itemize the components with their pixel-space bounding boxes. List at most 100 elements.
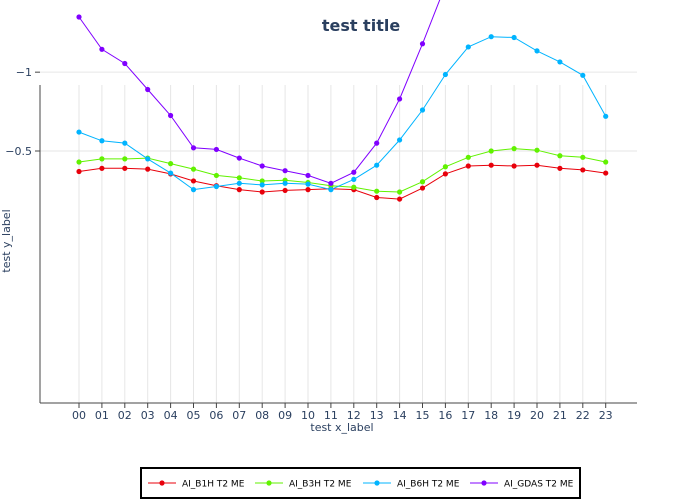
legend-swatch-marker: [266, 480, 272, 486]
legend-swatch-marker: [374, 480, 380, 486]
x-tick-label: 16: [438, 409, 452, 422]
data-point: [259, 163, 265, 169]
x-tick-label: 14: [393, 409, 407, 422]
y-axis-label: test y_label: [0, 209, 13, 272]
x-tick-label: 18: [484, 409, 498, 422]
data-point: [419, 179, 426, 185]
data-point: [488, 148, 494, 154]
data-point: [419, 107, 426, 113]
data-point: [374, 162, 380, 168]
legend-label: AI_B3H T2 ME: [289, 480, 352, 490]
data-point: [99, 46, 105, 52]
data-point: [259, 178, 265, 184]
data-point: [305, 187, 311, 193]
x-tick-label: 00: [72, 409, 86, 422]
data-point: [557, 165, 563, 171]
data-point: [397, 96, 403, 102]
data-point: [442, 171, 448, 177]
legend-swatch-marker: [481, 480, 487, 486]
data-point: [534, 147, 540, 153]
series-2: [76, 34, 609, 193]
data-point: [511, 163, 517, 169]
series-line: [78, 164, 606, 200]
data-point: [190, 187, 197, 193]
data-point: [145, 86, 151, 93]
x-tick-label: 06: [209, 409, 223, 422]
x-tick-label: 12: [347, 409, 361, 422]
data-point: [168, 170, 174, 176]
series-0: [76, 162, 609, 202]
data-point: [236, 175, 242, 181]
series-line: [78, 148, 606, 193]
data-point: [305, 181, 311, 187]
x-tick-label: 19: [507, 409, 521, 422]
y-tick-label: −1: [16, 66, 32, 79]
data-point: [419, 185, 426, 191]
data-point: [465, 163, 471, 169]
data-point: [76, 159, 82, 165]
x-tick-label: 22: [576, 409, 590, 422]
legend-label: AI_GDAS T2 ME: [504, 480, 574, 490]
data-point: [76, 168, 82, 175]
data-point: [442, 71, 448, 78]
data-point: [282, 168, 288, 174]
x-tick-label: 13: [370, 409, 384, 422]
legend-label: AI_B1H T2 ME: [182, 480, 245, 490]
data-point: [122, 165, 128, 171]
x-tick-label: 04: [164, 409, 178, 422]
data-point: [190, 178, 197, 184]
data-point: [351, 184, 357, 190]
x-tick-label: 20: [530, 409, 544, 422]
data-point: [122, 156, 128, 162]
legend: AI_B1H T2 ME AI_B3H T2 ME AI_B6H T2 ME AI_G…: [140, 467, 581, 499]
data-point: [374, 188, 380, 194]
data-point: [213, 146, 219, 153]
data-point: [236, 155, 242, 161]
data-point: [580, 167, 586, 173]
data-point: [397, 196, 403, 202]
data-point: [76, 129, 82, 135]
data-point: [122, 60, 128, 67]
x-tick-label: 23: [599, 409, 613, 422]
data-point: [213, 172, 219, 179]
data-point: [282, 187, 288, 194]
data-point: [488, 34, 494, 40]
data-point: [419, 41, 426, 47]
data-point: [328, 180, 334, 186]
data-point: [374, 140, 380, 146]
data-point: [557, 59, 563, 65]
series-layer: [76, 0, 609, 202]
data-point: [534, 162, 540, 168]
x-tick-label: 08: [255, 409, 269, 422]
legend-swatch-marker: [159, 480, 165, 486]
data-point: [511, 34, 517, 41]
data-point: [351, 176, 357, 182]
x-tick-label: 03: [141, 409, 155, 422]
x-tick-label: 09: [278, 409, 292, 422]
data-point: [603, 170, 609, 176]
data-point: [328, 187, 334, 193]
x-tick-label: 11: [324, 409, 338, 422]
data-point: [259, 189, 265, 195]
data-point: [534, 48, 540, 54]
data-point: [397, 189, 403, 195]
x-tick-label: 10: [301, 409, 315, 422]
series-line: [78, 36, 607, 191]
data-point: [168, 112, 174, 119]
x-tick-label: 02: [118, 409, 132, 422]
x-tick-label: 01: [95, 409, 109, 422]
data-point: [603, 113, 609, 119]
grid: [40, 71, 637, 403]
x-tick-label: 05: [187, 409, 201, 422]
y-tick-label: −0.5: [5, 145, 32, 158]
data-point: [282, 180, 288, 186]
data-point: [351, 169, 357, 175]
axes: 00 01 02 03 04 05 06 07 08 09 10 11 12 13 14 15 16 17 18 19…: [5, 0, 637, 422]
data-point: [213, 183, 219, 190]
series-3: [76, 0, 441, 186]
data-point: [122, 140, 128, 146]
x-tick-label: 21: [553, 409, 567, 422]
legend-box: [140, 467, 581, 499]
series-1: [76, 146, 609, 195]
data-point: [145, 156, 151, 162]
